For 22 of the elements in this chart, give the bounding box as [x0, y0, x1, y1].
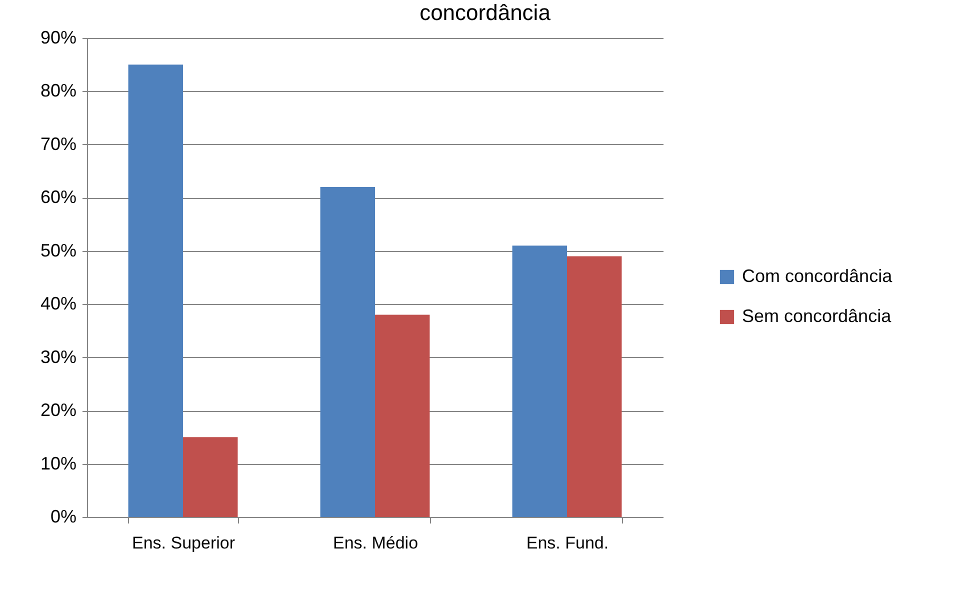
x-tick-label: Ens. Fund.: [526, 534, 609, 552]
y-tick-label: 10%: [40, 453, 76, 474]
legend-label: Sem concordância: [742, 306, 892, 326]
bar: [320, 187, 375, 517]
bar: [183, 437, 238, 517]
y-tick-label: 70%: [40, 134, 76, 154]
y-tick-label: 50%: [40, 240, 76, 260]
y-tick-label: 40%: [40, 294, 76, 314]
y-tick-label: 20%: [40, 400, 76, 420]
bar: [128, 64, 183, 517]
bar: [375, 314, 430, 517]
x-tick-label: Ens. Superior: [132, 534, 236, 552]
y-tick-label: 80%: [40, 80, 76, 101]
legend-label: Com concordância: [742, 266, 894, 286]
y-tick-label: 30%: [40, 346, 76, 367]
y-tick-label: 60%: [40, 187, 76, 208]
bar: [512, 246, 567, 517]
x-tick-label: Ens. Médio: [332, 534, 418, 552]
bar: [567, 256, 622, 517]
y-tick-label: 90%: [40, 28, 76, 48]
y-tick-label: 0%: [50, 506, 76, 526]
chart-title: concordância: [420, 0, 552, 25]
